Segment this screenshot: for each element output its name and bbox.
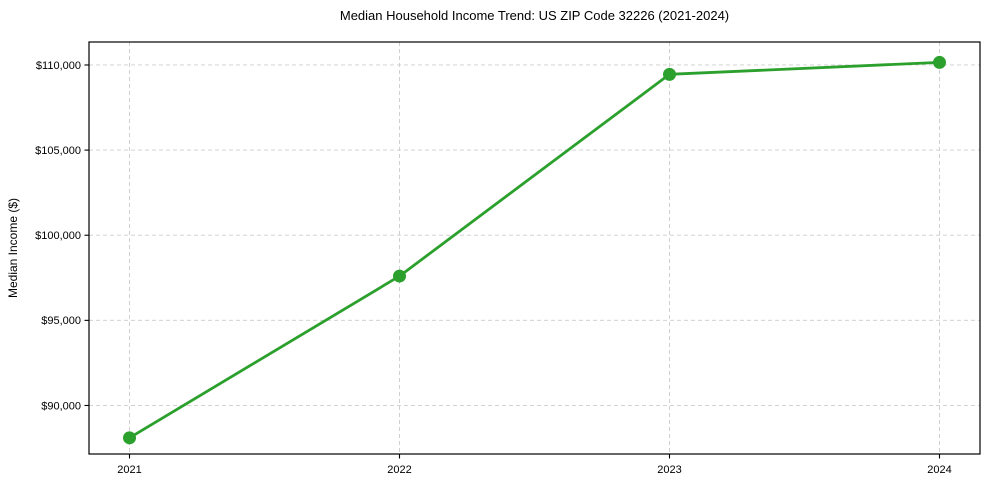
y-axis-title: Median Income ($) xyxy=(6,198,20,298)
grid-layer xyxy=(89,42,980,454)
data-point-2021 xyxy=(123,431,136,445)
y-tick-label: $105,000 xyxy=(35,145,81,157)
axis-layer: 2021 2022 2023 2024 $90,000 $95,000 $100,000 $1… xyxy=(35,41,981,476)
y-tick-label: $110,000 xyxy=(36,60,81,72)
data-point-2023 xyxy=(663,67,676,81)
series-layer xyxy=(123,55,946,445)
x-tick-label: 2023 xyxy=(657,464,681,476)
plot-border xyxy=(88,41,981,455)
chart-title: Median Household Income Trend: US ZIP Co… xyxy=(340,8,729,23)
x-tick-label: 2021 xyxy=(117,464,141,476)
data-point-2024 xyxy=(933,55,946,69)
y-tick-label: $90,000 xyxy=(41,400,81,412)
trend-line xyxy=(128,61,941,440)
x-tick-label: 2024 xyxy=(927,464,951,476)
y-tick-label: $95,000 xyxy=(41,315,81,327)
y-tick-label: $100,000 xyxy=(35,230,81,242)
x-tick-label: 2022 xyxy=(387,464,411,476)
data-point-2022 xyxy=(393,269,406,283)
